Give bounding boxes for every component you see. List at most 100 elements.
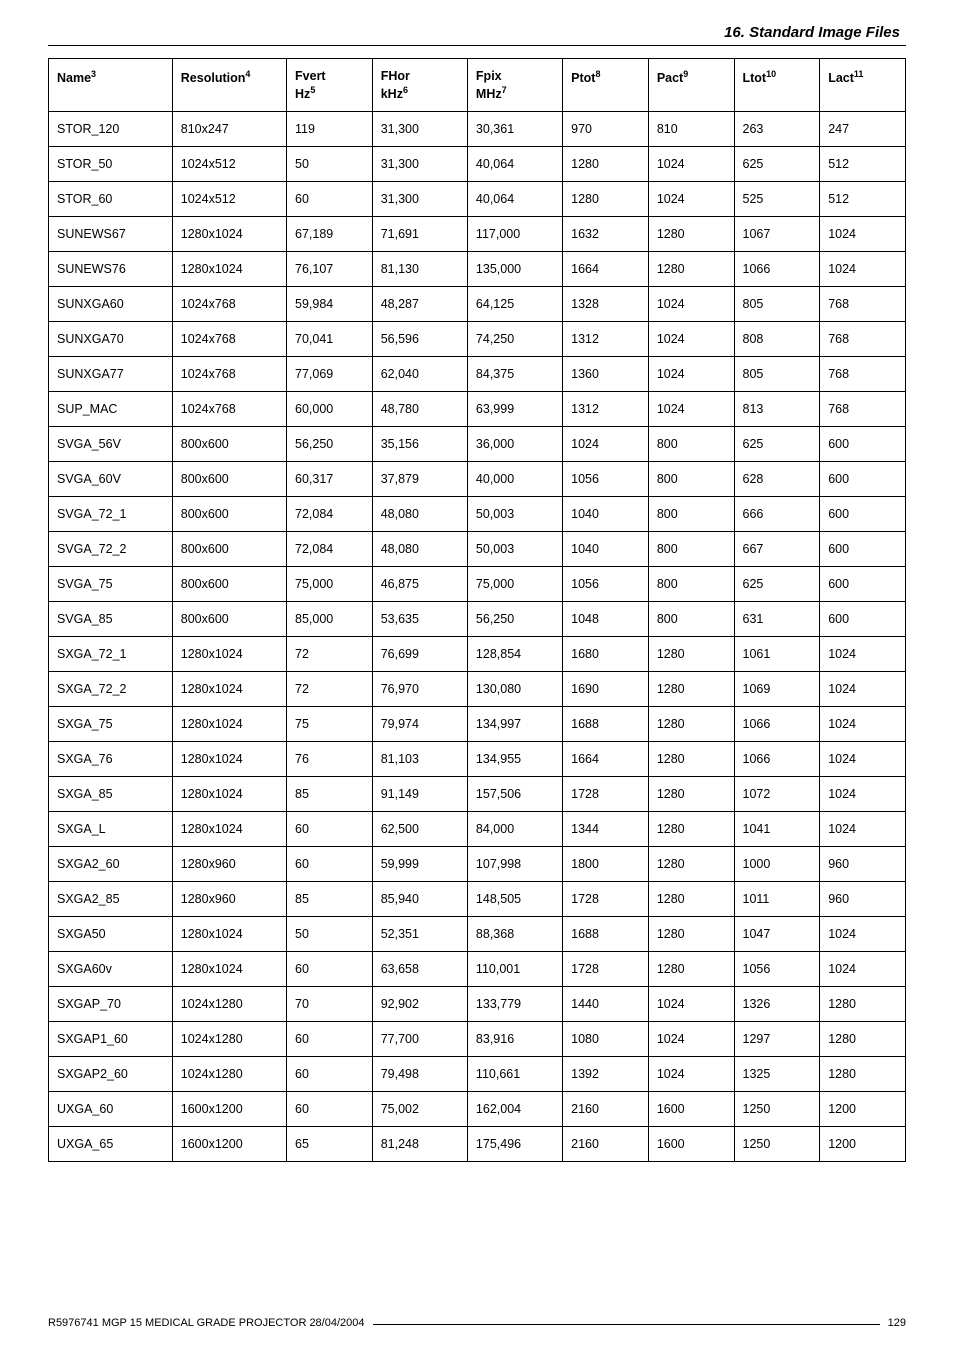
table-cell: 76,970 [372,672,467,707]
table-cell: SVGA_72_1 [49,497,173,532]
table-cell: 805 [734,287,820,322]
table-cell: 60 [287,182,373,217]
table-cell: 1024x768 [172,322,286,357]
table-cell: 263 [734,112,820,147]
table-cell: 1312 [563,392,649,427]
table-cell: 1280 [820,1022,906,1057]
table-cell: 81,248 [372,1127,467,1162]
table-cell: 62,040 [372,357,467,392]
table-cell: 1600x1200 [172,1092,286,1127]
table-cell: 1280 [820,1057,906,1092]
table-cell: 1440 [563,987,649,1022]
column-header: Ptot8 [563,59,649,112]
table-cell: 76,699 [372,637,467,672]
table-body: STOR_120810x24711931,30030,3619708102632… [49,112,906,1162]
table-cell: 1280 [648,917,734,952]
column-header: Ltot10 [734,59,820,112]
table-cell: 1280 [648,777,734,812]
table-cell: SXGA2_85 [49,882,173,917]
table-cell: 1024 [820,777,906,812]
table-cell: 800 [648,497,734,532]
table-cell: 512 [820,182,906,217]
table-row: SVGA_85800x60085,00053,63556,25010488006… [49,602,906,637]
table-cell: 1066 [734,252,820,287]
table-cell: 48,780 [372,392,467,427]
table-row: SXGAP1_601024x12806077,70083,91610801024… [49,1022,906,1057]
table-cell: 1688 [563,707,649,742]
table-cell: 72 [287,637,373,672]
table-cell: SXGA60v [49,952,173,987]
table-cell: 31,300 [372,112,467,147]
table-cell: 81,130 [372,252,467,287]
table-cell: 60 [287,1092,373,1127]
table-cell: 512 [820,147,906,182]
table-row: SUNXGA771024x76877,06962,04084,375136010… [49,357,906,392]
table-cell: SVGA_85 [49,602,173,637]
table-cell: 1297 [734,1022,820,1057]
table-cell: UXGA_65 [49,1127,173,1162]
table-cell: SXGA_L [49,812,173,847]
table-cell: 800 [648,567,734,602]
table-cell: 625 [734,147,820,182]
table-cell: SVGA_56V [49,427,173,462]
table-cell: 1280x960 [172,847,286,882]
table-cell: 60,000 [287,392,373,427]
table-cell: SVGA_75 [49,567,173,602]
table-row: SXGA60v1280x10246063,658110,001172812801… [49,952,906,987]
column-header: Name3 [49,59,173,112]
section-title: 16. Standard Image Files [48,24,906,41]
table-cell: 53,635 [372,602,467,637]
table-cell: 133,779 [467,987,562,1022]
table-row: SVGA_72_1800x60072,08448,08050,003104080… [49,497,906,532]
table-cell: 40,064 [467,147,562,182]
table-cell: 1280x1024 [172,952,286,987]
table-cell: 1280x1024 [172,777,286,812]
table-cell: 800x600 [172,567,286,602]
table-cell: 110,001 [467,952,562,987]
table-cell: 107,998 [467,847,562,882]
table-cell: 600 [820,602,906,637]
table-cell: SXGAP1_60 [49,1022,173,1057]
table-row: UXGA_601600x12006075,002162,004216016001… [49,1092,906,1127]
table-cell: STOR_120 [49,112,173,147]
table-cell: 81,103 [372,742,467,777]
table-cell: 110,661 [467,1057,562,1092]
table-cell: 768 [820,287,906,322]
table-cell: SUNXGA60 [49,287,173,322]
table-cell: 1280x960 [172,882,286,917]
table-cell: 1280 [648,812,734,847]
table-cell: 1056 [563,567,649,602]
table-cell: 1280 [563,147,649,182]
table-row: STOR_601024x5126031,30040,06412801024525… [49,182,906,217]
table-cell: 1280 [648,707,734,742]
table-cell: 40,064 [467,182,562,217]
table-cell: 1326 [734,987,820,1022]
table-cell: 60 [287,812,373,847]
table-cell: 1024 [648,182,734,217]
table-cell: SUNEWS67 [49,217,173,252]
table-cell: SXGAP_70 [49,987,173,1022]
table-cell: 64,125 [467,287,562,322]
table-cell: 1024x768 [172,287,286,322]
table-cell: 800x600 [172,427,286,462]
table-cell: 1600 [648,1127,734,1162]
column-header: FHorkHz6 [372,59,467,112]
table-row: SXGA_761280x10247681,103134,955166412801… [49,742,906,777]
table-cell: 1280 [820,987,906,1022]
table-cell: 31,300 [372,147,467,182]
table-cell: 970 [563,112,649,147]
table-cell: 1688 [563,917,649,952]
table-cell: 130,080 [467,672,562,707]
table-cell: 1069 [734,672,820,707]
table-cell: 600 [820,462,906,497]
table-cell: 1280x1024 [172,707,286,742]
table-cell: 1024 [648,1057,734,1092]
table-cell: 1024x512 [172,182,286,217]
table-header-row: Name3Resolution4FvertHz5FHorkHz6FpixMHz7… [49,59,906,112]
table-cell: 67,189 [287,217,373,252]
table-cell: 1024 [648,322,734,357]
table-row: SXGA_751280x10247579,974134,997168812801… [49,707,906,742]
table-cell: 46,875 [372,567,467,602]
table-cell: 800x600 [172,602,286,637]
table-cell: SXGA_75 [49,707,173,742]
